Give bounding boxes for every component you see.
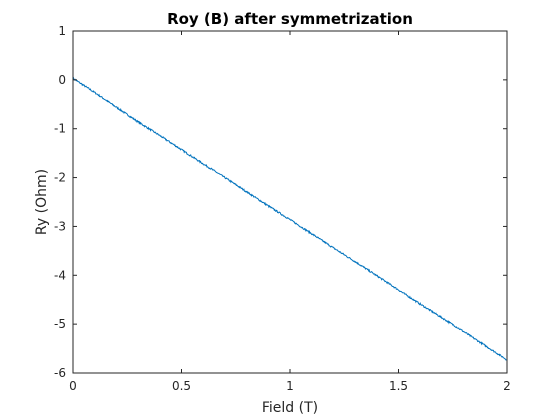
x-axis-label: Field (T) <box>262 400 318 416</box>
y-tick-label: -1 <box>54 122 66 136</box>
y-axis-ticks: 1 0 -1 -2 -3 -4 -5 -6 <box>54 24 507 380</box>
y-tick-label: -4 <box>54 268 66 282</box>
x-tick-label: 1 <box>286 379 294 393</box>
x-tick-label: 1.5 <box>389 379 408 393</box>
y-tick-label: -2 <box>54 171 66 185</box>
x-tick-label: 0.5 <box>172 379 191 393</box>
x-tick-label: 2 <box>503 379 511 393</box>
y-axis-label: Ry (Ohm) <box>34 169 50 235</box>
x-tick-label: 0 <box>69 379 77 393</box>
y-tick-label: 0 <box>58 73 66 87</box>
axes-box <box>72 30 508 374</box>
y-tick-label: -6 <box>54 366 66 380</box>
axes-background <box>73 31 507 373</box>
y-tick-label: -3 <box>54 219 66 233</box>
x-axis-ticks: 0 0.5 1 1.5 2 <box>69 31 511 393</box>
y-tick-label: 1 <box>58 24 66 38</box>
data-series-line <box>72 76 508 361</box>
chart-title: Roy (B) after symmetrization <box>167 10 413 28</box>
y-tick-label: -5 <box>54 317 66 331</box>
